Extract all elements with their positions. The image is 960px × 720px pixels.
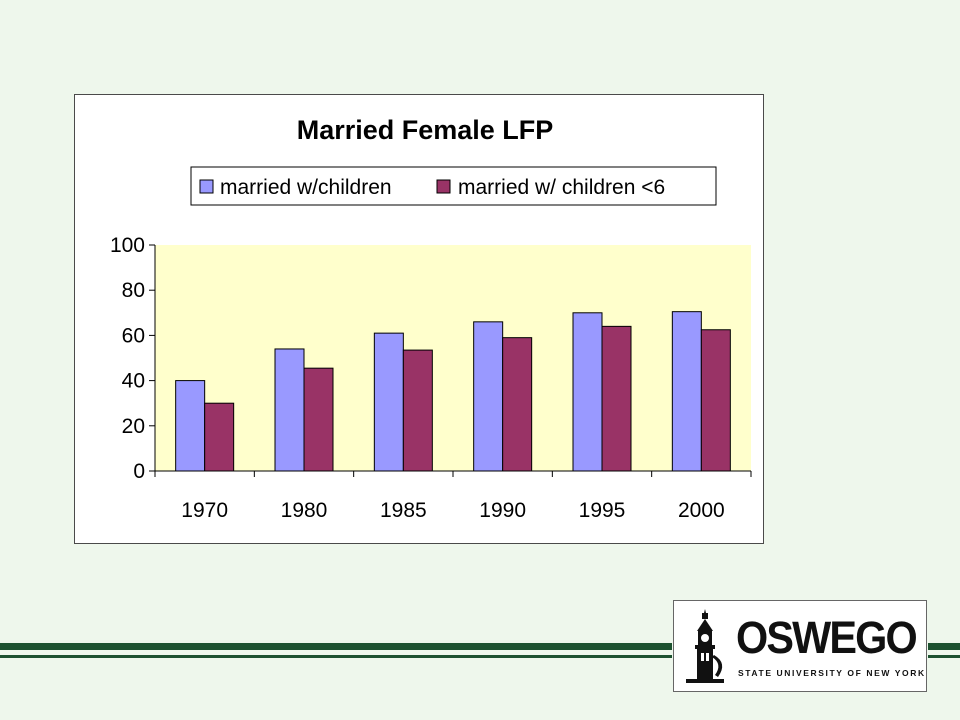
decorative-stripe-top-right — [928, 643, 960, 650]
bar-married-with-children-under-6-1970 — [204, 402, 235, 472]
bar-married-with-children-1970 — [175, 380, 206, 472]
y-tick-label: 20 — [122, 415, 145, 438]
bar-married-with-children-1990 — [473, 321, 504, 472]
decorative-stripe-bottom-left — [0, 655, 672, 658]
bar-married-with-children-1980 — [274, 348, 305, 472]
bar-married-with-children-under-6-1985 — [402, 349, 433, 472]
axes — [149, 244, 752, 477]
legend-swatch-married-with-children — [199, 179, 214, 194]
bar-married-with-children-under-6-1990 — [502, 337, 533, 472]
chart-frame: Married Female LFP married w/children ma… — [74, 94, 764, 544]
clock-tower-icon — [686, 609, 724, 683]
tick-labels: 0 20 40 60 80 100 1970 1980 1985 1990 1995 2000 — [110, 234, 725, 522]
y-tick-label: 100 — [110, 234, 145, 257]
y-tick-label: 40 — [122, 370, 145, 393]
x-tick-label: 1985 — [380, 499, 427, 522]
x-tick-label: 1990 — [479, 499, 526, 522]
logo-wordmark: OSWEGO — [736, 612, 918, 663]
bar-married-with-children-under-6-1980 — [303, 367, 334, 472]
bar-married-with-children-under-6-1995 — [601, 325, 632, 472]
bar-married-with-children-under-6-2000 — [700, 329, 731, 472]
bar-married-with-children-1995 — [572, 312, 603, 472]
chart-title: Married Female LFP — [297, 115, 554, 145]
decorative-stripe-bottom-right — [928, 655, 960, 658]
legend-swatch-married-with-children-under-6 — [436, 179, 451, 194]
decorative-stripe-top-left — [0, 643, 672, 650]
y-tick-label: 0 — [133, 460, 145, 483]
y-tick-label: 60 — [122, 324, 145, 347]
x-tick-label: 1970 — [181, 499, 228, 522]
oswego-logo: OSWEGO STATE UNIVERSITY OF NEW YORK — [673, 600, 927, 692]
y-tick-label: 80 — [122, 279, 145, 302]
logo-subtitle: STATE UNIVERSITY OF NEW YORK — [738, 668, 926, 678]
x-tick-label: 1980 — [281, 499, 328, 522]
x-tick-label: 1995 — [579, 499, 626, 522]
legend-label-married-with-children: married w/children — [220, 176, 392, 199]
legend-label-married-with-children-under-6: married w/ children <6 — [458, 176, 665, 199]
legend: married w/children married w/ children <… — [190, 166, 717, 206]
bar-married-with-children-1985 — [373, 332, 404, 472]
bar-married-with-children-2000 — [671, 311, 702, 472]
plot-area — [155, 245, 751, 471]
x-tick-label: 2000 — [678, 499, 725, 522]
bar-chart: Married Female LFP married w/children ma… — [110, 115, 752, 522]
bars — [175, 311, 731, 472]
